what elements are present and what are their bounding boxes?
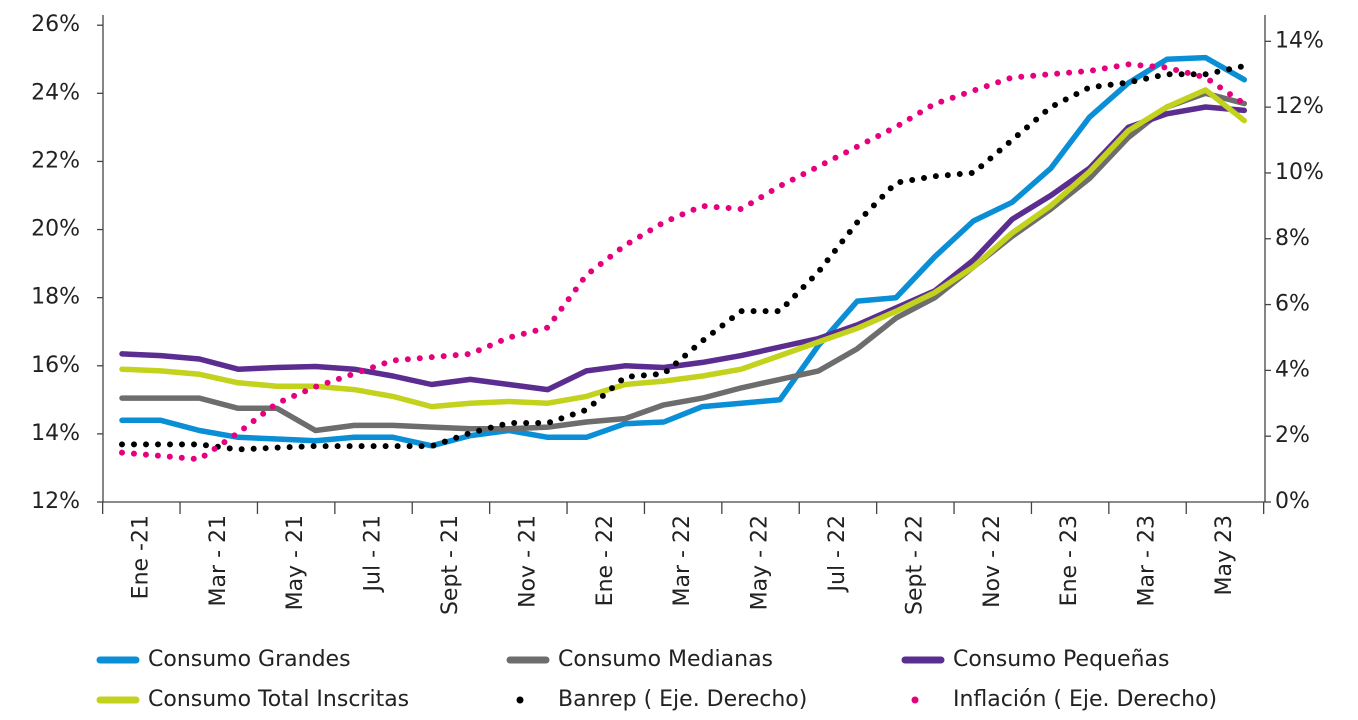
x-tick-label: May - 21 xyxy=(283,515,308,610)
series-line xyxy=(119,63,1248,453)
x-tick-label: Sept - 22 xyxy=(902,515,927,615)
series-line xyxy=(119,104,1248,393)
y2-tick-label: 8% xyxy=(1275,226,1310,251)
y2-tick-label: 2% xyxy=(1275,423,1310,448)
x-tick-label: Mar - 22 xyxy=(670,515,695,606)
y2-tick-label: 12% xyxy=(1275,94,1324,119)
x-tick-label: Nov - 21 xyxy=(515,515,540,608)
y2-tick-label: 4% xyxy=(1275,357,1310,382)
series-line xyxy=(119,61,1248,463)
y-tick-label: 12% xyxy=(31,489,80,514)
legend-label: Banrep ( Eje. Derecho) xyxy=(558,687,807,712)
y-tick-label: 18% xyxy=(31,285,80,310)
x-tick-label: Mar - 23 xyxy=(1135,515,1160,606)
y-tick-label: 22% xyxy=(31,148,80,173)
y-tick-label: 16% xyxy=(31,353,80,378)
legend-label: Consumo Grandes xyxy=(148,647,351,672)
y-tick-label: 24% xyxy=(31,80,80,105)
x-tick-label: Nov - 22 xyxy=(980,515,1005,608)
y2-tick-label: 14% xyxy=(1275,28,1324,53)
x-tick-label: May - 22 xyxy=(748,515,773,610)
legend-label: Consumo Pequeñas xyxy=(953,647,1169,672)
y2-tick-label: 10% xyxy=(1275,160,1324,185)
x-tick-label: Ene - 23 xyxy=(1057,515,1082,606)
x-tick-label: Ene - 22 xyxy=(593,515,618,606)
series-line xyxy=(119,54,1248,449)
y2-tick-label: 0% xyxy=(1275,489,1310,514)
y2-tick-label: 6% xyxy=(1275,292,1310,317)
series-line xyxy=(119,90,1248,434)
y-tick-label: 26% xyxy=(31,12,80,37)
y-tick-label: 14% xyxy=(31,421,80,446)
x-tick-label: May 23 xyxy=(1212,515,1237,595)
x-tick-label: Jul - 22 xyxy=(825,515,850,593)
series-line xyxy=(119,87,1248,410)
legend-label: Consumo Medianas xyxy=(558,647,773,672)
legend-label: Consumo Total Inscritas xyxy=(148,687,409,712)
x-tick-label: Sept - 21 xyxy=(438,515,463,615)
y-tick-label: 20% xyxy=(31,217,80,242)
x-tick-label: Mar - 21 xyxy=(206,515,231,606)
x-tick-label: Jul - 21 xyxy=(361,515,386,593)
x-tick-label: Ene -21 xyxy=(128,515,153,599)
legend-label: Inflación ( Eje. Derecho) xyxy=(953,687,1217,712)
